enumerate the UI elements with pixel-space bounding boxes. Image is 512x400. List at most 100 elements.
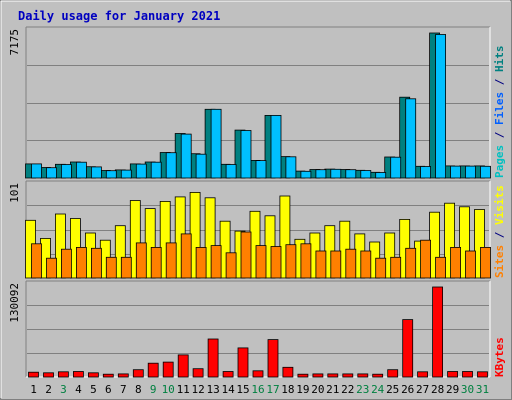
bar-hits-files-day-25 [390,156,402,179]
x-tick-label: 7 [120,383,127,396]
bar-visits-sites-day-2 [46,257,57,279]
bar-kbytes-kbytes-day-10 [162,361,174,378]
bar-hits-files-day-17 [270,115,282,179]
x-tick-label: 23 [356,383,369,396]
bar-visits-visits-day-30 [459,206,470,279]
bar-kbytes-kbytes-day-28 [432,286,444,378]
bar-visits-sites-day-13 [210,245,222,279]
x-tick-label: 3 [60,383,67,396]
x-tick-label: 9 [150,383,157,396]
bar-visits-sites-day-16 [255,245,267,279]
y-max-label: 130092 [8,283,21,323]
bar-hits-files-day-21 [330,168,342,179]
bar-visits-sites-day-17 [270,246,282,279]
bar-hits-files-day-23 [360,170,372,179]
bar-kbytes-kbytes-day-6 [102,373,114,378]
bar-kbytes-kbytes-day-1 [28,371,39,378]
bar-hits-files-day-20 [315,169,327,179]
bar-visits-sites-day-19 [300,243,312,279]
bar-hits-files-day-11 [180,133,192,179]
bar-kbytes-kbytes-day-29 [447,371,459,378]
legend-entry: / [493,225,506,245]
bar-hits-files-day-24 [375,172,387,179]
bar-kbytes-kbytes-day-18 [282,366,294,378]
bar-hits-files-day-13 [210,108,222,179]
bar-hits-files-day-8 [135,163,147,179]
x-tick-label: 21 [326,383,339,396]
bar-visits-sites-day-20 [315,250,327,279]
bar-visits-sites-day-6 [105,256,117,279]
x-tick-label: 31 [476,383,489,396]
x-tick-label: 15 [236,383,249,396]
x-tick-label: 1 [30,383,37,396]
bar-visits-sites-day-7 [120,256,132,279]
bar-hits-files-day-4 [76,161,87,179]
bar-visits-visits-day-10 [159,200,171,279]
x-tick-label: 16 [251,383,264,396]
x-tick-label: 4 [75,383,82,396]
bar-kbytes-kbytes-day-7 [117,373,129,378]
panel-legend: Sites / Visits [493,185,506,278]
bar-kbytes-kbytes-day-25 [387,369,399,378]
bar-kbytes-kbytes-day-13 [207,338,219,378]
bar-visits-visits-day-13 [204,197,216,279]
bar-kbytes-kbytes-day-2 [43,372,54,378]
bar-kbytes-kbytes-day-8 [132,369,144,378]
x-tick-label: 19 [296,383,309,396]
x-tick-label: 6 [105,383,112,396]
bar-visits-sites-day-31 [480,246,491,279]
legend-entry: Files [493,92,506,125]
x-tick-label: 5 [90,383,97,396]
bar-visits-visits-day-8 [129,200,141,279]
bar-hits-files-day-28 [435,34,447,179]
bar-visits-sites-day-5 [91,247,102,279]
panel-visits: 101 Sites / Visits [8,180,506,279]
bar-kbytes-kbytes-day-11 [177,354,189,378]
bar-kbytes-kbytes-day-9 [147,362,159,378]
bar-hits-files-day-30 [465,165,476,179]
x-tick-label: 25 [386,383,399,396]
x-tick-label: 17 [266,383,279,396]
bar-visits-sites-day-25 [390,256,402,279]
bar-kbytes-kbytes-day-16 [252,370,264,378]
bar-visits-sites-day-12 [195,246,207,279]
legend-entry: / [493,125,506,145]
bar-visits-sites-day-18 [285,244,297,279]
bar-hits-files-day-6 [105,170,117,179]
bar-hits-files-day-14 [225,164,237,179]
bar-visits-visits-day-25 [384,232,396,279]
x-tick-label: 13 [206,383,219,396]
legend-entry: Sites [493,245,506,278]
bar-hits-files-day-15 [240,130,252,179]
bar-hits-files-day-5 [91,166,102,179]
bar-hits-files-day-19 [300,170,312,179]
x-tick-label: 20 [311,383,324,396]
bar-visits-sites-day-23 [360,250,372,279]
bar-hits-files-day-10 [165,152,177,179]
bar-hits-files-day-9 [150,161,162,179]
bar-kbytes-kbytes-day-15 [237,347,249,378]
x-tick-label: 24 [371,383,385,396]
bar-hits-files-day-26 [405,98,417,179]
bar-kbytes-kbytes-day-26 [402,319,414,378]
bar-hits-files-day-12 [195,153,207,179]
legend-entry: Hits [493,46,506,73]
bar-kbytes-kbytes-day-31 [477,371,488,378]
bar-visits-sites-day-10 [165,242,177,279]
bar-visits-sites-day-4 [76,246,87,279]
bar-visits-sites-day-29 [450,246,462,279]
bar-visits-visits-day-18 [279,195,291,279]
bar-kbytes-kbytes-day-23 [357,373,369,378]
x-tick-label: 8 [135,383,142,396]
bar-visits-sites-day-3 [61,248,72,279]
x-tick-label: 2 [45,383,52,396]
y-max-label: 7175 [8,29,21,56]
x-tick-label: 18 [281,383,294,396]
bar-kbytes-kbytes-day-4 [73,371,84,378]
bar-hits-files-day-2 [46,167,57,179]
bar-kbytes-kbytes-day-24 [372,373,384,378]
bar-visits-sites-day-22 [345,248,357,279]
bar-hits-files-day-18 [285,156,297,179]
bar-visits-sites-day-9 [150,246,162,279]
bar-visits-sites-day-11 [180,233,192,279]
